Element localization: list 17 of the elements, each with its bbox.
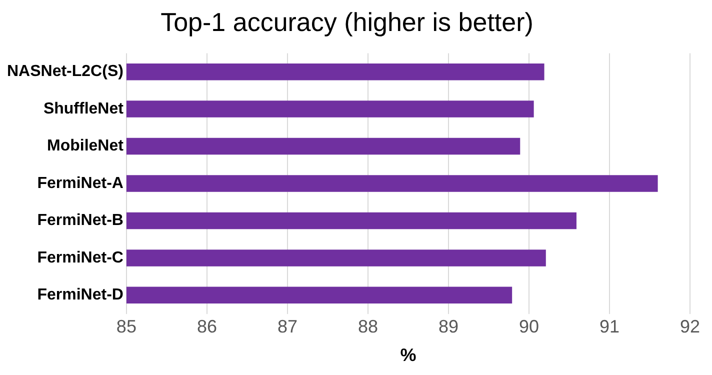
y-tick-label: FermiNet-D	[37, 286, 124, 304]
x-tick-label: 88	[358, 316, 378, 337]
y-tick-label: FermiNet-B	[37, 212, 124, 230]
x-tick-label: 91	[599, 316, 620, 337]
x-axis-title: %	[400, 345, 416, 366]
x-tick-label: 90	[518, 316, 539, 337]
x-tick-label: 89	[438, 316, 458, 337]
x-tick-label: 87	[277, 316, 298, 337]
y-tick-label: FermiNet-A	[37, 174, 124, 192]
x-tick-label: 92	[680, 316, 700, 337]
y-tick-label: NASNet-L2C(S)	[6, 63, 124, 80]
y-tick-label: MobileNet	[46, 138, 124, 155]
x-tick-label: 85	[116, 316, 136, 337]
y-tick-label: ShuffleNet	[43, 100, 124, 118]
chart-title: Top-1 accuracy (higher is better)	[160, 6, 534, 37]
x-tick-label: 86	[196, 316, 217, 337]
y-tick-label: FermiNet-C	[37, 249, 124, 266]
